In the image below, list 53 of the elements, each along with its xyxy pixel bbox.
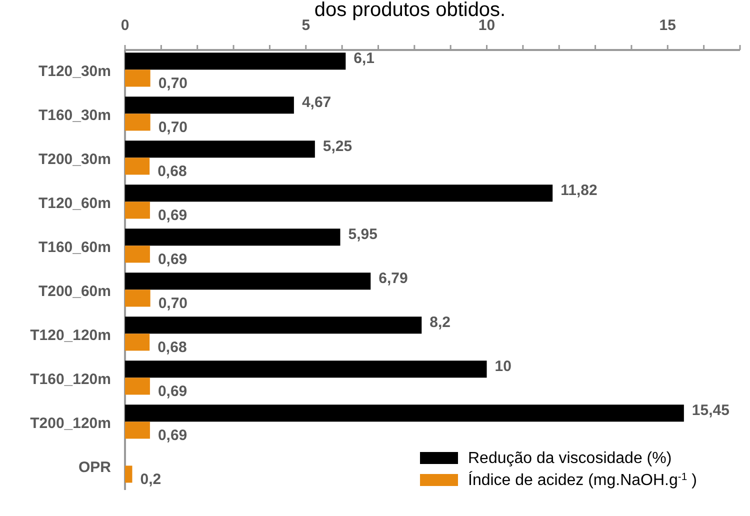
- bar: [125, 290, 150, 307]
- bar: [125, 202, 150, 219]
- data-label: 8,2: [430, 314, 451, 332]
- data-label: 0,68: [158, 339, 187, 356]
- data-label: 0,69: [158, 251, 188, 268]
- y-tick-label: T200_120m: [30, 414, 111, 432]
- x-tick-label: 0: [120, 17, 130, 34]
- bar: [125, 466, 132, 483]
- data-label: 0,70: [158, 295, 188, 312]
- x-tick-label: 15: [659, 17, 676, 34]
- data-label: 10: [494, 358, 512, 376]
- bar: [125, 158, 150, 175]
- bar: [125, 360, 487, 378]
- data-label: 0,68: [158, 163, 187, 180]
- x-tick-label: 5: [302, 17, 310, 34]
- data-label: 6,1: [354, 50, 375, 68]
- data-label: 0,70: [158, 75, 188, 92]
- bar: [125, 422, 150, 439]
- y-tick-label: T200_30m: [38, 150, 111, 168]
- y-tick-label: T200_60m: [38, 282, 111, 300]
- data-label: 0,69: [158, 427, 188, 444]
- data-label: 0,69: [158, 383, 188, 400]
- bar: [125, 316, 422, 334]
- bar: [125, 96, 294, 114]
- y-tick-label: OPR: [78, 458, 112, 476]
- legend-label: Índice de acidez (mg.NaOH.g$^{-1}$ ): [468, 471, 697, 489]
- legend-label: Redução da viscosidade (%): [468, 450, 672, 467]
- y-tick-label: T120_60m: [38, 194, 111, 212]
- data-label: 15,45: [692, 402, 730, 420]
- y-tick-label: T120_120m: [30, 326, 111, 344]
- bar: [125, 140, 315, 158]
- bar: [125, 334, 150, 351]
- y-tick-label: T160_120m: [30, 370, 111, 388]
- data-label: 0,70: [158, 119, 188, 136]
- data-label: 0,2: [140, 471, 162, 488]
- y-tick-label: T120_30m: [38, 62, 111, 80]
- data-label: 4,67: [302, 94, 332, 112]
- y-tick-label: T160_60m: [38, 238, 111, 256]
- data-label: 5,25: [322, 138, 352, 156]
- y-tick-label: T160_30m: [38, 106, 111, 124]
- data-label: 6,79: [378, 270, 408, 288]
- bar: [125, 114, 150, 131]
- data-label: 11,82: [560, 182, 598, 200]
- bar: [125, 246, 150, 263]
- data-label: 0,69: [158, 207, 188, 224]
- bar: [125, 184, 553, 202]
- bar: [125, 404, 684, 422]
- bar: [125, 272, 371, 290]
- bar: [125, 52, 346, 70]
- bar: [125, 228, 340, 246]
- bar: [125, 378, 150, 395]
- data-label: 5,95: [348, 226, 378, 244]
- bar: [125, 70, 150, 87]
